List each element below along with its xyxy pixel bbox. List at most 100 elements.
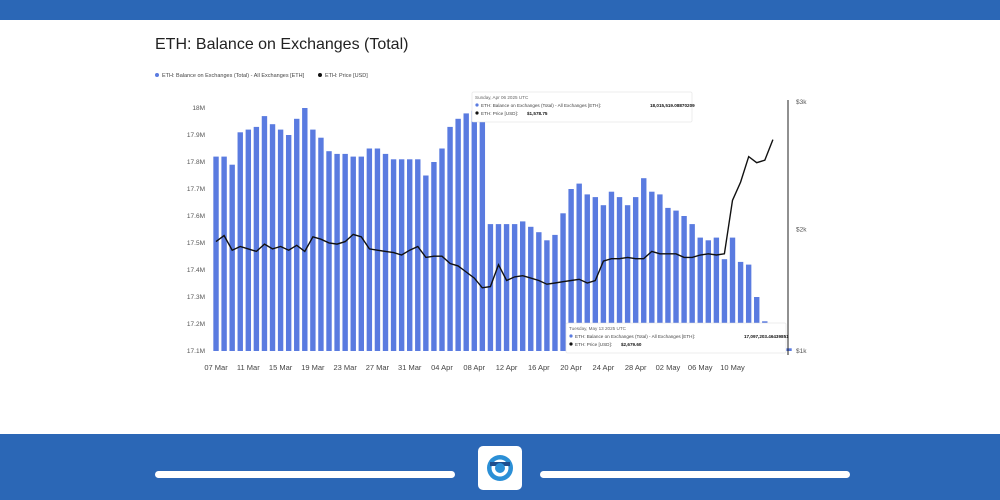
- balance-bar: [415, 159, 421, 351]
- balance-bar: [237, 132, 243, 351]
- balance-bar: [673, 210, 679, 351]
- balance-bar: [632, 197, 639, 351]
- tooltip-apr-price-value: $1,578.75: [527, 111, 548, 116]
- x-tick-label: 20 Apr: [560, 363, 582, 372]
- balance-bar: [439, 148, 445, 351]
- balance-bar: [495, 224, 502, 351]
- balance-bar: [213, 156, 219, 351]
- balance-bar: [423, 175, 429, 351]
- balance-bar: [407, 159, 413, 351]
- balance-bar: [277, 129, 284, 351]
- balance-bar: [544, 240, 550, 351]
- balance-bar: [657, 194, 663, 351]
- tooltip-apr-balance-label: ETH: Balance on Exchanges (Total) - All …: [481, 103, 601, 108]
- balance-bar: [463, 113, 469, 352]
- tooltip-apr-balance-marker: [475, 103, 479, 107]
- tooltip-apr-price-label: ETH: Price [USD]:: [481, 111, 518, 116]
- y-left-tick-label: 17.4M: [187, 267, 205, 274]
- balance-bar: [350, 156, 356, 351]
- legend-label: ETH: Balance on Exchanges (Total) - All …: [162, 73, 305, 79]
- balance-bar: [229, 164, 235, 351]
- brand-logo-icon: [487, 455, 513, 481]
- balance-bar: [358, 156, 364, 351]
- y-left-tick-label: 17.6M: [187, 213, 205, 220]
- brand-logo: [478, 446, 522, 490]
- chart-area: ETH: Balance on Exchanges (Total) - All …: [155, 73, 807, 372]
- x-tick-label: 31 Mar: [398, 363, 422, 372]
- balance-bar: [681, 216, 687, 351]
- balance-bar: [552, 234, 558, 351]
- balance-bar: [269, 124, 276, 351]
- x-tick-label: 16 Apr: [528, 363, 550, 372]
- tooltip-apr-box: [471, 91, 693, 123]
- balance-bar: [382, 153, 389, 351]
- balance-bar: [471, 110, 477, 351]
- tooltip-may-balance-label: ETH: Balance on Exchanges (Total) - All …: [575, 334, 695, 339]
- balance-bar: [592, 197, 599, 351]
- x-tick-label: 12 Apr: [496, 363, 518, 372]
- balance-bar: [721, 259, 728, 351]
- x-tick-label: 19 Mar: [301, 363, 325, 372]
- y-left-tick-label: 17.3M: [187, 294, 205, 301]
- balance-bar: [689, 224, 695, 351]
- balance-bar: [302, 108, 308, 351]
- y-right-tick-label: $1k: [796, 348, 807, 355]
- y-left-tick-label: 17.2M: [187, 321, 205, 328]
- balance-bar: [600, 205, 607, 351]
- balance-bar: [649, 191, 655, 351]
- balance-bar: [745, 264, 752, 351]
- footer-divider-left: [155, 471, 455, 478]
- x-tick-label: 24 Apr: [593, 363, 615, 372]
- y-left-tick-label: 17.9M: [187, 132, 205, 139]
- balance-bar: [729, 237, 736, 351]
- price-line: [215, 139, 774, 289]
- balance-bar: [705, 240, 712, 351]
- balance-bar: [737, 261, 744, 351]
- balance-bar: [519, 221, 526, 351]
- legend-label: ETH: Price [USD]: [325, 73, 368, 79]
- balance-bar: [511, 224, 518, 351]
- balance-bar: [487, 224, 494, 351]
- balance-bar: [624, 205, 631, 351]
- x-tick-label: 10 May: [720, 363, 745, 372]
- x-tick-label: 04 Apr: [431, 363, 453, 372]
- tooltip-may-date: Tuesday, May 13 2025 UTC: [569, 326, 627, 331]
- tooltip-apr-balance-value: 18,015,519.08870209: [650, 103, 695, 108]
- balance-bar: [318, 137, 324, 351]
- balance-bar: [641, 178, 647, 351]
- x-tick-label: 02 May: [656, 363, 681, 372]
- balance-bar: [342, 153, 348, 351]
- y-right-tick-label: $3k: [796, 99, 807, 106]
- tooltip-may-price-label: ETH: Price [USD]:: [575, 342, 612, 347]
- balance-bar: [576, 183, 582, 351]
- balance-bar: [479, 110, 486, 351]
- x-tick-label: 28 Apr: [625, 363, 647, 372]
- tooltip-may-box: [565, 322, 787, 354]
- tooltip-may-balance-value: 17,097,203.46439851: [744, 334, 789, 339]
- chart-title: ETH: Balance on Exchanges (Total): [155, 36, 409, 53]
- legend-marker: [155, 73, 159, 77]
- balance-bar: [616, 197, 623, 351]
- x-tick-label: 15 Mar: [269, 363, 293, 372]
- top-banner-bar: [0, 0, 1000, 20]
- y-left-tick-label: 17.8M: [187, 159, 205, 166]
- y-right-tick-label: $2k: [796, 227, 807, 234]
- balance-bar: [608, 191, 615, 351]
- x-tick-label: 27 Mar: [366, 363, 390, 372]
- balance-bar: [366, 148, 373, 351]
- tooltip-apr-date: Sunday, Apr 06 2025 UTC: [475, 95, 529, 100]
- balance-bar: [697, 237, 703, 351]
- tooltip-may-price-marker: [569, 342, 573, 346]
- balance-bar: [528, 226, 534, 351]
- y-left-tick-label: 17.1M: [187, 348, 205, 355]
- balance-bar: [665, 207, 671, 351]
- balance-bar: [326, 151, 332, 351]
- balance-bar: [713, 237, 720, 351]
- balance-bar: [536, 232, 542, 351]
- balance-bar: [245, 129, 252, 351]
- x-tick-label: 06 May: [688, 363, 713, 372]
- footer-divider-right: [540, 471, 850, 478]
- balance-bar: [455, 118, 461, 351]
- tooltip-may-price-value: $2,679.60: [621, 342, 642, 347]
- x-tick-label: 07 Mar: [204, 363, 228, 372]
